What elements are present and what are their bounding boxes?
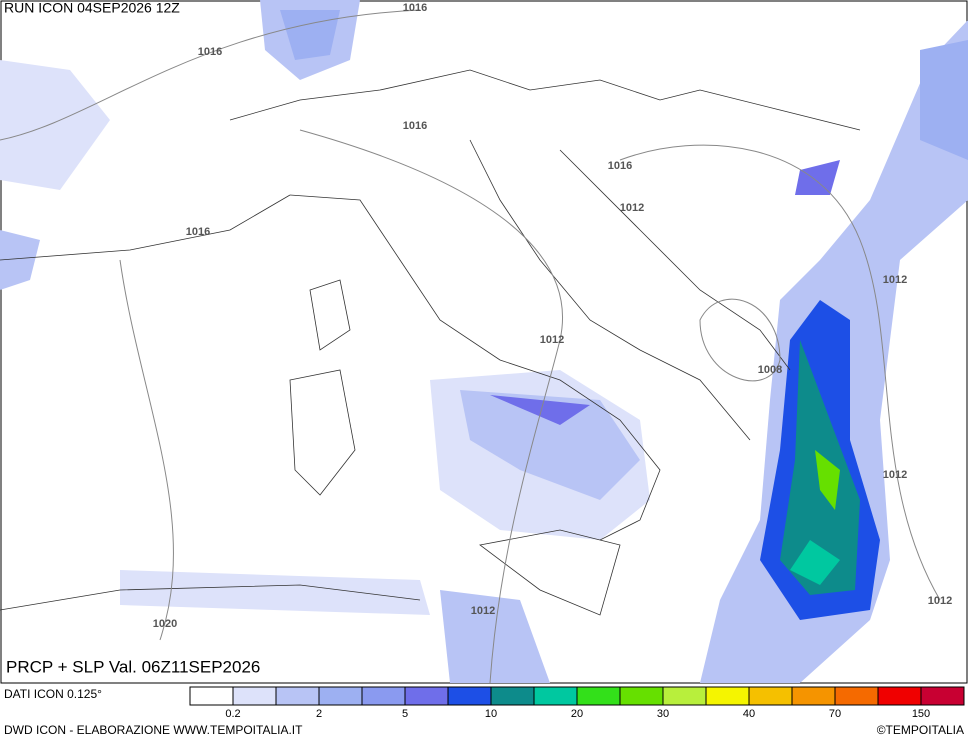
colorbar-swatch — [705, 686, 750, 706]
isobar-label: 1012 — [928, 595, 952, 607]
isobar-label: 1012 — [883, 274, 907, 286]
colorbar-swatch — [576, 686, 621, 706]
colorbar-swatch — [404, 686, 449, 706]
colorbar-label: 150 — [912, 708, 930, 720]
colorbar-label: 70 — [829, 708, 841, 720]
precipitation — [0, 0, 968, 683]
isobar-label: 1016 — [186, 226, 210, 238]
colorbar-label: 10 — [485, 708, 497, 720]
colorbar-swatch — [490, 686, 535, 706]
colorbar-swatch — [748, 686, 793, 706]
colorbar-swatch — [275, 686, 320, 706]
isolines — [0, 9, 941, 684]
isobar-label: 1012 — [540, 334, 564, 346]
colorbar-swatch — [834, 686, 879, 706]
colorbar-swatch — [877, 686, 922, 706]
map-title: PRCP + SLP Val. 06Z11SEP2026 — [6, 657, 260, 676]
colorbar-label: 20 — [571, 708, 583, 720]
isobar-label: 1012 — [883, 469, 907, 481]
footer-credit: DWD ICON - ELABORAZIONE WWW.TEMPOITALIA.… — [4, 723, 303, 737]
isobar-label: 1012 — [471, 605, 495, 617]
colorbar-swatch — [533, 686, 578, 706]
footer-copyright: ©TEMPOITALIA — [877, 723, 964, 737]
colorbar-swatch — [447, 686, 492, 706]
colorbar-swatch — [619, 686, 664, 706]
colorbar-swatch — [232, 686, 277, 706]
colorbar-swatch — [791, 686, 836, 706]
colorbar-label: 2 — [316, 708, 322, 720]
isobar-label: 1008 — [758, 364, 782, 376]
colorbar-swatch — [361, 686, 406, 706]
borders — [0, 69, 861, 616]
colorbar-swatch — [920, 686, 965, 706]
map: 1016 1016 1016 1016 1012 1016 1012 1012 1008 1012… — [0, 0, 968, 684]
run-label: RUN ICON 04SEP2026 12Z — [4, 0, 180, 16]
colorbar-swatch — [189, 686, 234, 706]
isobar-label: 1020 — [153, 618, 177, 630]
isobar-label: 1016 — [198, 46, 222, 58]
isobar-label: 1012 — [620, 202, 644, 214]
colorbar-swatch — [318, 686, 363, 706]
isobar-label: 1016 — [608, 160, 632, 172]
colorbar-swatch — [662, 686, 707, 706]
colorbar-label: 5 — [402, 708, 408, 720]
colorbar-label: 40 — [743, 708, 755, 720]
colorbar-label: 0.2 — [225, 708, 240, 720]
isobar-label: 1016 — [403, 2, 427, 14]
colorbar-label: 30 — [657, 708, 669, 720]
legend-source: DATI ICON 0.125° — [4, 687, 102, 701]
isobar-label: 1016 — [403, 120, 427, 132]
legend: DATI ICON 0.125° 0.2 2 5 10 20 30 40 70 150 — [4, 686, 965, 720]
